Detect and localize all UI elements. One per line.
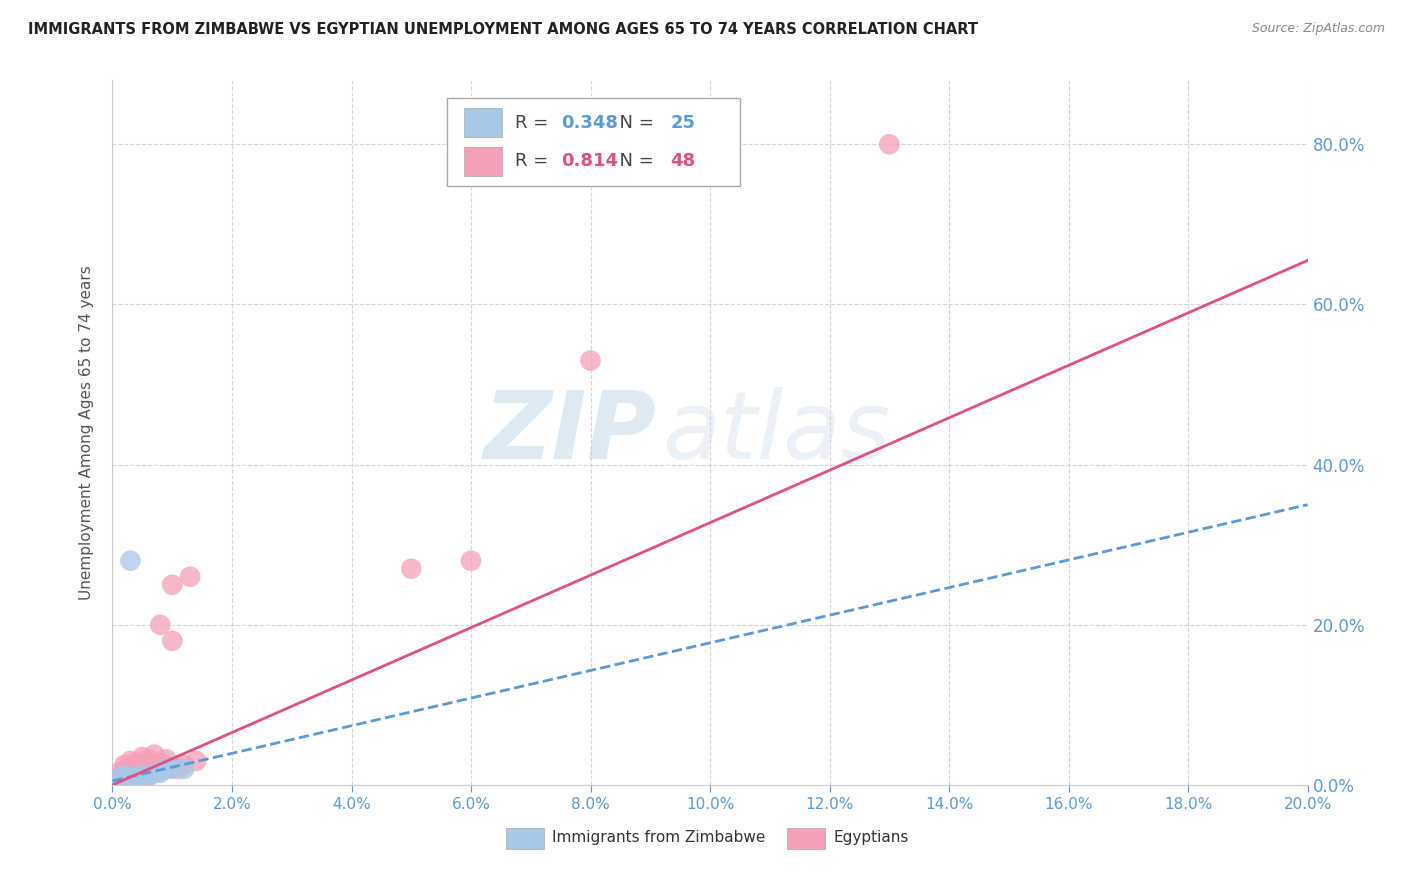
Point	[125, 770, 148, 784]
Point	[120, 770, 142, 784]
Point	[879, 137, 901, 152]
Text: 25: 25	[671, 113, 696, 131]
Point	[114, 773, 135, 788]
Point	[107, 778, 129, 792]
Point	[131, 764, 153, 778]
Point	[107, 775, 129, 789]
Point	[107, 778, 129, 792]
Point	[138, 760, 160, 774]
Point	[131, 750, 153, 764]
Point	[120, 760, 142, 774]
Point	[186, 754, 208, 768]
Text: 0.814: 0.814	[561, 153, 617, 170]
Text: atlas: atlas	[662, 387, 890, 478]
FancyBboxPatch shape	[447, 98, 740, 186]
Point	[143, 766, 166, 780]
FancyBboxPatch shape	[464, 108, 502, 137]
Point	[101, 773, 124, 788]
Point	[149, 617, 172, 632]
Point	[138, 752, 160, 766]
Point	[155, 762, 177, 776]
Point	[114, 775, 135, 789]
Point	[120, 775, 142, 789]
Text: Immigrants from Zimbabwe: Immigrants from Zimbabwe	[553, 830, 766, 846]
Point	[125, 774, 148, 789]
Point	[120, 774, 142, 789]
Text: 48: 48	[671, 153, 696, 170]
FancyBboxPatch shape	[464, 146, 502, 176]
Point	[149, 766, 172, 780]
Text: 0.348: 0.348	[561, 113, 617, 131]
Point	[120, 772, 142, 786]
Text: Source: ZipAtlas.com: Source: ZipAtlas.com	[1251, 22, 1385, 36]
FancyBboxPatch shape	[506, 828, 544, 849]
Point	[114, 764, 135, 778]
FancyBboxPatch shape	[786, 828, 825, 849]
Point	[101, 778, 124, 792]
Point	[125, 756, 148, 770]
Point	[107, 772, 129, 786]
Point	[101, 776, 124, 790]
Point	[125, 772, 148, 786]
Point	[173, 762, 195, 776]
Point	[167, 762, 190, 776]
Point	[114, 774, 135, 789]
Point	[138, 770, 160, 784]
Point	[173, 758, 195, 772]
Point	[107, 775, 129, 789]
Point	[143, 766, 166, 780]
Point	[120, 766, 142, 780]
Point	[155, 752, 177, 766]
Point	[162, 578, 183, 592]
Text: R =: R =	[515, 153, 554, 170]
Point	[114, 770, 135, 784]
Point	[120, 754, 142, 768]
Point	[114, 768, 135, 782]
Point	[149, 764, 172, 778]
Point	[162, 762, 183, 776]
Point	[155, 762, 177, 776]
Point	[131, 768, 153, 782]
Point	[107, 773, 129, 788]
Point	[101, 778, 124, 792]
Point	[149, 756, 172, 770]
Point	[107, 774, 129, 789]
Point	[131, 774, 153, 789]
Point	[120, 554, 142, 568]
Text: ZIP: ZIP	[484, 386, 657, 479]
Point	[131, 770, 153, 784]
Text: IMMIGRANTS FROM ZIMBABWE VS EGYPTIAN UNEMPLOYMENT AMONG AGES 65 TO 74 YEARS CORR: IMMIGRANTS FROM ZIMBABWE VS EGYPTIAN UNE…	[28, 22, 979, 37]
Point	[114, 772, 135, 787]
Point	[460, 554, 482, 568]
Text: R =: R =	[515, 113, 554, 131]
Point	[125, 762, 148, 776]
Y-axis label: Unemployment Among Ages 65 to 74 years: Unemployment Among Ages 65 to 74 years	[79, 265, 94, 600]
Point	[114, 768, 135, 782]
Point	[107, 770, 129, 784]
Point	[162, 633, 183, 648]
Point	[138, 768, 160, 782]
Point	[114, 777, 135, 791]
Point	[101, 774, 124, 789]
Point	[143, 758, 166, 772]
Point	[162, 760, 183, 774]
Point	[131, 758, 153, 772]
Text: Egyptians: Egyptians	[834, 830, 908, 846]
Text: N =: N =	[609, 113, 659, 131]
Point	[114, 758, 135, 772]
Point	[579, 353, 602, 368]
Point	[125, 766, 148, 780]
Point	[401, 562, 423, 576]
Point	[179, 570, 201, 584]
Text: N =: N =	[609, 153, 659, 170]
Point	[107, 766, 129, 780]
Point	[143, 747, 166, 762]
Point	[101, 776, 124, 790]
